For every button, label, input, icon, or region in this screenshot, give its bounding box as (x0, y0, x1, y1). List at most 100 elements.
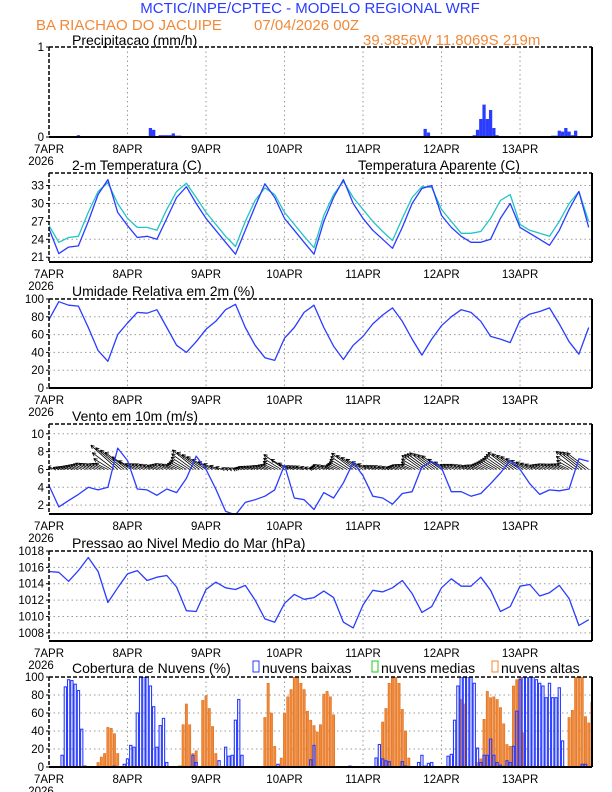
cloud-bar-low (537, 682, 542, 767)
wind-arrow (491, 453, 514, 470)
wind-arrow (377, 465, 387, 470)
wind-arrow (176, 451, 200, 470)
cloud-bar-low (132, 746, 136, 767)
cloud-bar-low (554, 697, 558, 767)
cloud-bar-low (446, 755, 450, 767)
wind-arrow (330, 456, 351, 470)
cloud-bar-low (125, 758, 130, 767)
y-tick-label: 1016 (18, 562, 44, 574)
y-tick-label: 20 (31, 365, 44, 377)
wind-arrow (91, 452, 115, 470)
y-tick-label: 20 (31, 744, 44, 756)
precip-bar (148, 128, 153, 137)
x-tick-label: 10APR (266, 395, 302, 407)
cloud-bar-high (269, 712, 273, 767)
x-tick-label: 10APR (266, 648, 302, 660)
wind-arrow (556, 463, 570, 470)
precip-bar (171, 133, 175, 137)
y-tick-label: 30 (31, 198, 44, 210)
cloud-bar-low (541, 685, 545, 767)
x-tick-label: 9APR (191, 521, 221, 533)
x-tick-label: 8APR (112, 521, 142, 533)
cloud-bar-low (452, 719, 457, 767)
x-tick-label: 9APR (191, 269, 221, 281)
wind-arrow (168, 461, 184, 470)
humidity-title: Umidade Relativa em 2m (%) (72, 283, 255, 299)
cloud-bar-high (498, 707, 502, 767)
precip-bar (574, 130, 578, 137)
cloud-bar-high (289, 689, 293, 767)
cloud-bar-high (279, 757, 283, 767)
wind-arrow (327, 462, 341, 470)
precip-title: Precipitacao (mm/h) (72, 32, 197, 48)
x-tick-label: 8APR (112, 269, 142, 281)
cloud-bar-high (570, 709, 574, 767)
cloud-bar-high (512, 685, 515, 767)
plot-panels: 7APR 8APR 9APR 10APR 11APR 12APR 13APR2026017A… (18, 42, 593, 792)
wind-arrow (94, 462, 109, 470)
x-tick-label: 9APR (191, 774, 221, 786)
cloud-bar-high (322, 693, 326, 767)
x-tick-label: 10APR (266, 269, 302, 281)
y-tick-label: 60 (31, 708, 44, 720)
wind-arrow (335, 454, 357, 470)
clouds-marks (60, 677, 592, 767)
precip-bar (567, 131, 571, 137)
y-tick-label: 0 (38, 132, 44, 144)
x-tick-label: 13APR (502, 648, 538, 660)
cloud-bar-high (112, 733, 116, 767)
x-tick-label: 8APR (112, 395, 142, 407)
cloud-bar-high (485, 691, 489, 767)
cloud-bar-high (286, 696, 290, 767)
x-tick-label: 11APR (345, 144, 381, 156)
wind-arrow (331, 452, 354, 470)
y-tick-label: 40 (31, 726, 44, 738)
precip-bar (479, 119, 483, 137)
cloud-bar-low (151, 706, 156, 767)
x-tick-label: 10APR (266, 774, 302, 786)
x-tick-label: 7APR (34, 144, 64, 156)
wind-arrow (95, 447, 122, 470)
cloud-bar-high (580, 677, 584, 767)
wind-arrow (357, 463, 370, 470)
x-year-label: 2026 (28, 407, 54, 419)
cloud-bar-high (188, 724, 192, 767)
wind-arrow (417, 454, 439, 470)
y-tick-label: 1018 (18, 546, 44, 558)
cloud-bar-high (299, 682, 303, 767)
cloud-bar-high (315, 731, 319, 767)
cloud-bar-low (547, 682, 552, 767)
wind-arrow (555, 450, 580, 470)
temperature-panel: 7APR 8APR 9APR 10APR 11APR 12APR 13APR 2026 21 24… (28, 172, 593, 293)
wind-arrow (263, 454, 285, 470)
humidity-marks (49, 301, 590, 362)
x-tick-label: 12APR (423, 269, 459, 281)
cloud-bar-high (381, 721, 385, 767)
clouds-title: Cobertura de Nuvens (%) (72, 660, 231, 676)
precip-panel: 7APR 8APR 9APR 10APR 11APR 12APR 13APR 2026 0 1 (28, 42, 593, 168)
cloud-bar-low (80, 728, 84, 767)
wind-panel: 7APR 8APR 9APR 10APR 11APR 12APR 13APR 2026 2 4 6 8… (28, 423, 593, 545)
wind-arrow (181, 454, 203, 470)
x-tick-label: 11APR (345, 521, 381, 533)
x-tick-label: 8APR (112, 648, 142, 660)
cloud-bar-high (302, 689, 306, 767)
cloud-bar-high (587, 722, 591, 767)
wind-arrow (401, 458, 419, 470)
precip-bar (560, 131, 565, 137)
wind-arrow (166, 462, 181, 470)
x-tick-label: 12APR (423, 648, 459, 660)
cloud-bar-high (584, 716, 587, 767)
cloud-bar-low (466, 677, 470, 767)
cloud-bar-high (404, 730, 407, 767)
y-tick-label: 100 (25, 294, 44, 306)
temperature-marks (49, 178, 590, 255)
cloud-bar-low (240, 754, 244, 767)
cloud-bar-low (551, 697, 555, 767)
wind-arrow (562, 451, 586, 470)
wind-arrow (304, 466, 311, 471)
wind-arrow (224, 467, 230, 472)
y-tick-label: 2 (38, 500, 44, 512)
cloud-bar-high (489, 697, 493, 767)
legend-low-swatch (252, 660, 260, 673)
